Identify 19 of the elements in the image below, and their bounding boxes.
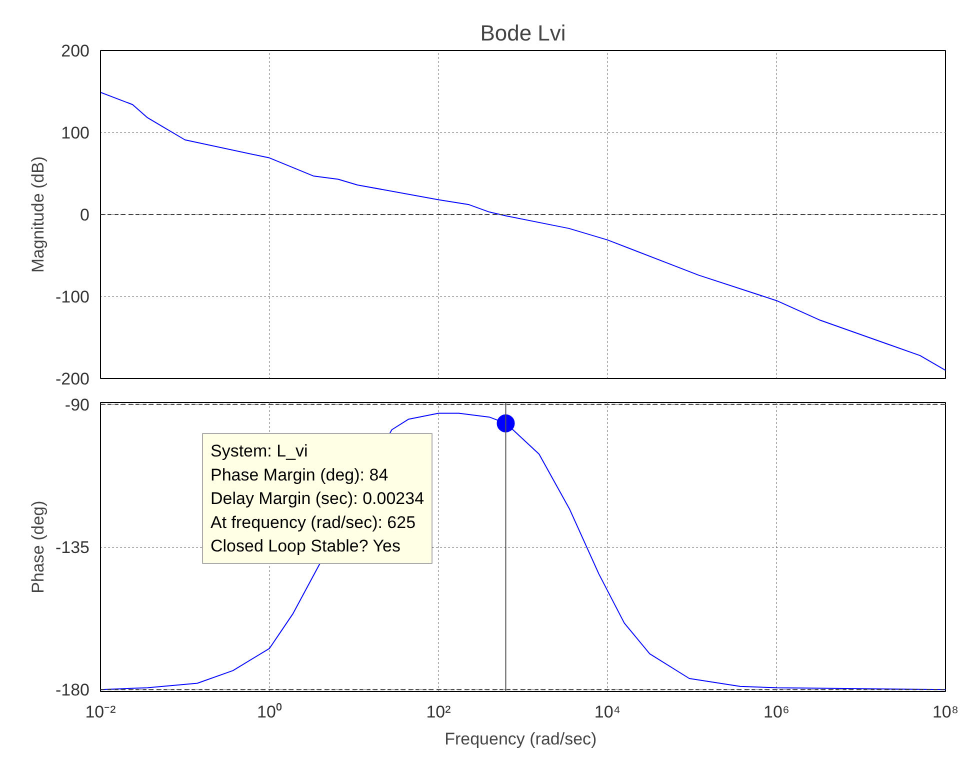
annotation: System: L_vi Phase Margin (deg): 84 Delay Margin (sec): 0.00234 At frequency (rad/sec): 625 Closed Loop Stable? Yes — [210, 442, 424, 556]
x-tick-label: 10⁴ — [594, 702, 621, 722]
y-tick-label: -100 — [55, 288, 90, 306]
x-axis-title: Frequency (rad/sec) — [444, 730, 597, 748]
x-tick-label: 10⁶ — [764, 702, 790, 722]
y-tick-label: 0 — [80, 206, 90, 224]
y-tick-label: 100 — [61, 124, 90, 142]
y-axis-title: Magnitude (dB) — [28, 156, 48, 273]
x-tick-label: 10⁻² — [85, 702, 116, 722]
x-tick-label: 10⁸ — [932, 702, 959, 722]
y-tick-label: -180 — [55, 680, 90, 700]
y-axis-title: Phase (deg) — [28, 500, 48, 594]
y-tick-label: -90 — [64, 395, 90, 414]
y-tick-label: -200 — [55, 370, 90, 388]
x-tick-label: 10² — [426, 702, 452, 722]
y-tick-label: 200 — [61, 42, 90, 60]
chart-title: Bode Lvi — [480, 20, 566, 46]
x-tick-label: 10⁰ — [257, 702, 282, 722]
y-tick-label: -135 — [55, 538, 90, 557]
